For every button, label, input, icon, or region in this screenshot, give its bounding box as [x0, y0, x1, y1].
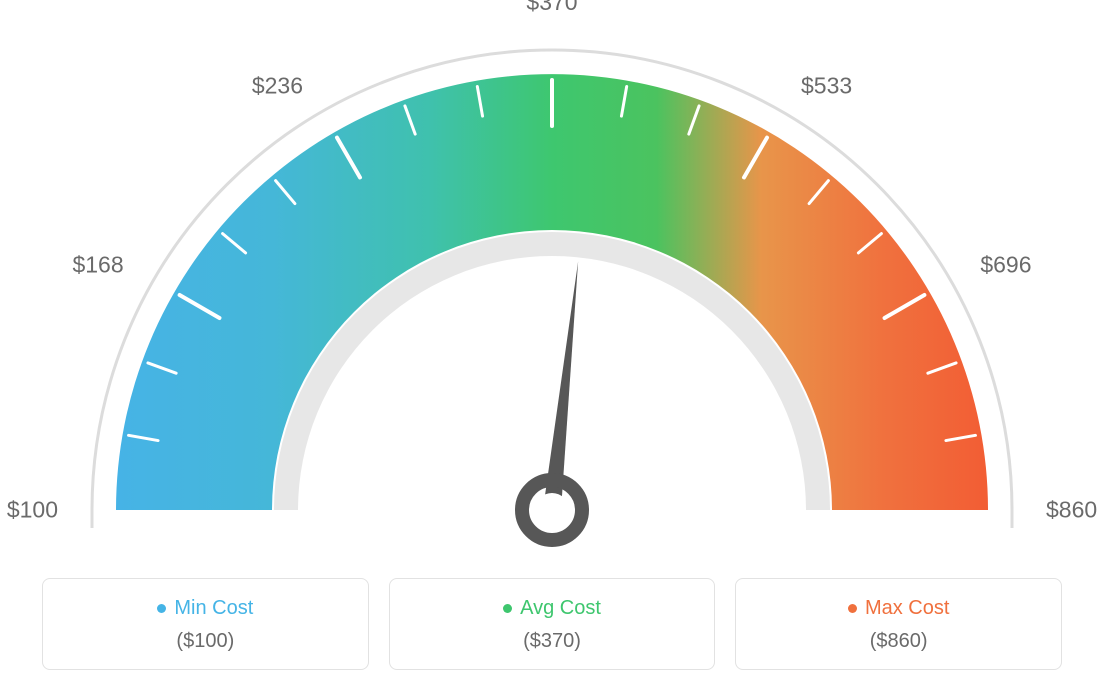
gauge-tick-label: $696	[980, 252, 1031, 279]
gauge-tick-label: $168	[72, 252, 123, 279]
legend-dot-icon	[157, 604, 166, 613]
legend-label: Max Cost	[865, 597, 949, 620]
legend-card-min: Min Cost ($100)	[42, 578, 369, 670]
legend-value: ($100)	[53, 630, 358, 653]
legend-dot-icon	[848, 604, 857, 613]
gauge-tick-label: $860	[1046, 497, 1097, 524]
gauge-tick-label: $100	[7, 497, 58, 524]
gauge-tick-label: $533	[801, 72, 852, 99]
gauge-tick-label: $236	[252, 72, 303, 99]
legend-label: Min Cost	[174, 597, 253, 620]
legend-label: Avg Cost	[520, 597, 601, 620]
gauge-tick-label: $370	[526, 0, 577, 16]
legend-value: ($370)	[400, 630, 705, 653]
legend-row: Min Cost ($100) Avg Cost ($370) Max Cost…	[42, 578, 1062, 670]
legend-dot-icon	[503, 604, 512, 613]
legend-card-avg: Avg Cost ($370)	[389, 578, 716, 670]
legend-card-max: Max Cost ($860)	[735, 578, 1062, 670]
legend-value: ($860)	[746, 630, 1051, 653]
gauge-svg	[52, 10, 1052, 570]
gauge-chart: $100$168$236$370$533$696$860	[52, 10, 1052, 550]
